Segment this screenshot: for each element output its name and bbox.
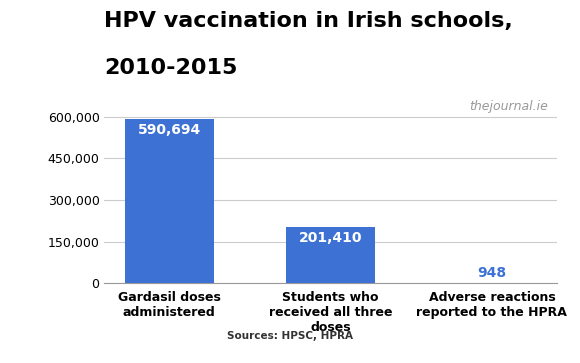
Bar (287, 227, 375, 283)
Text: Sources: HPSC, HPRA: Sources: HPSC, HPRA (227, 331, 353, 341)
Text: HPV vaccination in Irish schools,: HPV vaccination in Irish schools, (104, 11, 513, 31)
Text: thejournal.ie: thejournal.ie (469, 100, 548, 113)
Bar (125, 119, 213, 283)
Text: 948: 948 (477, 266, 506, 280)
Text: 201,410: 201,410 (299, 231, 362, 245)
Text: 590,694: 590,694 (137, 123, 201, 137)
Text: 2010-2015: 2010-2015 (104, 58, 238, 78)
